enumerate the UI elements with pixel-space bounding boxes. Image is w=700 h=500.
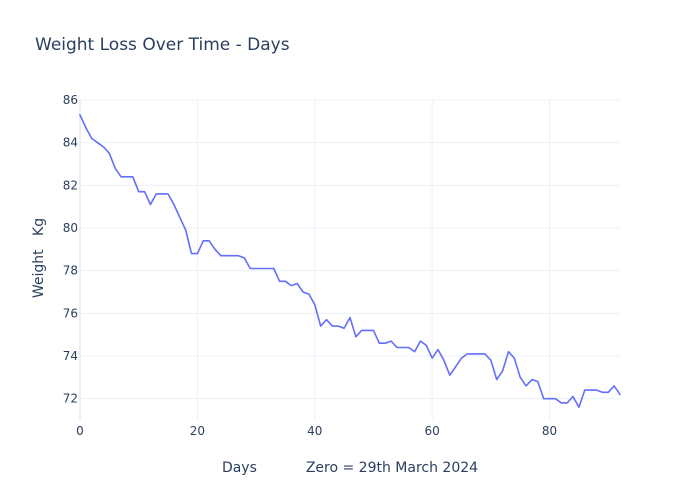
x-tick-label: 20 bbox=[190, 424, 205, 438]
y-tick-label: 80 bbox=[63, 221, 78, 235]
chart-title: Weight Loss Over Time - Days bbox=[35, 35, 290, 55]
y-tick-label: 72 bbox=[63, 392, 78, 406]
grid bbox=[79, 99, 620, 420]
y-tick-label: 78 bbox=[63, 264, 78, 278]
y-tick-label: 82 bbox=[63, 178, 78, 192]
y-tick-label: 86 bbox=[63, 93, 78, 107]
x-tick-label: 40 bbox=[307, 424, 322, 438]
x-tick-label: 0 bbox=[76, 424, 84, 438]
series-layer bbox=[79, 114, 621, 409]
x-tick-label: 60 bbox=[425, 424, 440, 438]
y-tick-label: 74 bbox=[63, 349, 78, 363]
y-tick-label: 84 bbox=[63, 136, 78, 150]
tick-labels: 72 74 76 78 80 82 84 86 0 20 40 60 80 bbox=[63, 93, 557, 438]
weight-series-line bbox=[79, 114, 621, 409]
x-axis-title: Days Zero = 29th March 2024 bbox=[222, 460, 478, 476]
y-tick-label: 76 bbox=[63, 306, 78, 320]
y-axis-title: Weight Kg bbox=[31, 218, 47, 298]
x-tick-label: 80 bbox=[542, 424, 557, 438]
